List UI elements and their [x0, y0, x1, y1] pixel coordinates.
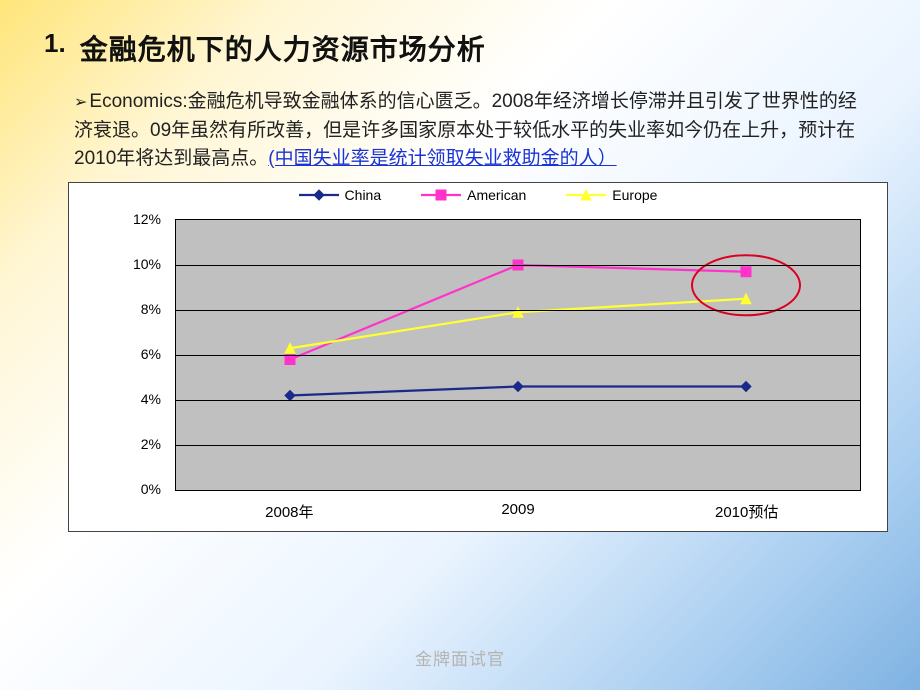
chart-legend: China American Europe — [69, 183, 887, 203]
x-tick-label: 2008年 — [175, 493, 404, 531]
legend-item: China — [299, 187, 382, 203]
legend-item: American — [421, 187, 526, 203]
body-label: Economics: — [89, 91, 187, 112]
title-number: 1. — [44, 28, 66, 59]
series-marker — [741, 266, 751, 276]
legend-label: American — [467, 187, 526, 203]
legend-swatch — [299, 188, 339, 202]
plot-area — [175, 219, 861, 491]
x-tick-label: 2010预估 — [632, 493, 861, 531]
series-marker — [513, 381, 523, 391]
y-tick-label: 0% — [71, 481, 161, 497]
chart-frame: China American Europe 0% 2% 4% 6% 8% 10% 12% 200… — [68, 182, 888, 532]
y-axis: 0%2%4%6%8%10%12% — [69, 219, 169, 491]
y-tick-label: 2% — [71, 436, 161, 452]
y-tick-label: 12% — [71, 211, 161, 227]
slide: 1. 金融危机下的人力资源市场分析 ➢Economics:金融危机导致金融体系的… — [0, 0, 920, 690]
body-paragraph: ➢Economics:金融危机导致金融体系的信心匮乏。2008年经济增长停滞并且… — [74, 88, 862, 174]
x-axis: 2008年20092010预估 — [175, 493, 861, 531]
bullet-icon: ➢ — [74, 94, 87, 111]
series-marker — [285, 390, 295, 400]
y-tick-label: 10% — [71, 256, 161, 272]
series-marker — [285, 354, 295, 364]
title-row: 1. 金融危机下的人力资源市场分析 — [44, 28, 876, 68]
slide-footer: 金牌面试官 — [415, 645, 505, 670]
y-tick-label: 6% — [71, 346, 161, 362]
legend-item: Europe — [566, 187, 657, 203]
y-tick-label: 4% — [71, 391, 161, 407]
legend-label: China — [345, 187, 382, 203]
legend-label: Europe — [612, 187, 657, 203]
legend-swatch — [566, 188, 606, 202]
series-marker — [741, 381, 751, 391]
legend-swatch — [421, 188, 461, 202]
y-tick-label: 8% — [71, 301, 161, 317]
title-text: 金融危机下的人力资源市场分析 — [80, 28, 486, 68]
body-note-link[interactable]: (中国失业率是统计领取失业救助金的人） — [268, 148, 616, 169]
x-tick-label: 2009 — [404, 493, 633, 531]
